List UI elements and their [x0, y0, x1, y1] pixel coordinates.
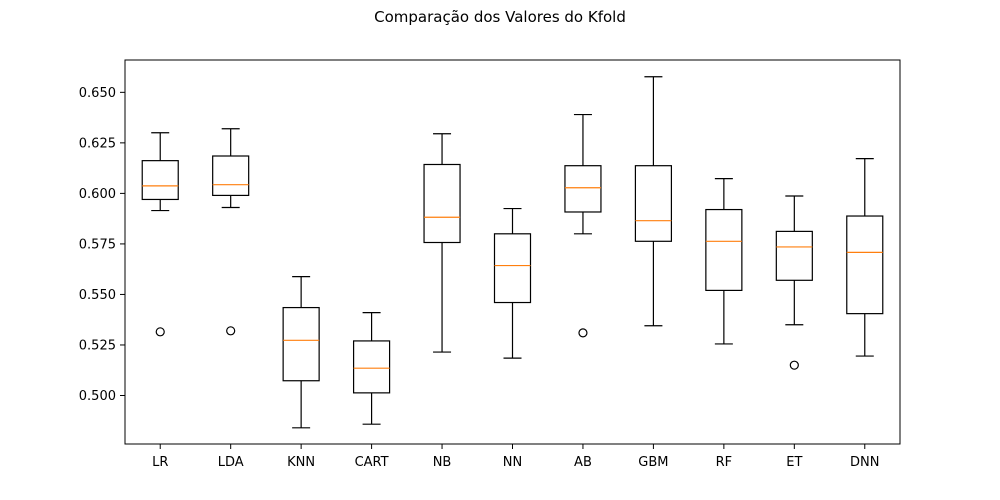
box-lda [212, 155, 250, 197]
box-rf [705, 208, 743, 291]
plot-frame [124, 59, 901, 445]
x-tick-label-et: ET [786, 455, 802, 470]
box-nb [423, 163, 461, 244]
y-tick-label-1: 0.525 [79, 338, 116, 353]
box-group-gbm [634, 76, 673, 327]
box-gbm [634, 165, 673, 242]
axes-layer: LR LDA KNN CART NB NN AB GBM RF ET DNN 0.500 0.525 0.… [79, 59, 901, 470]
outlier-et-0 [789, 360, 799, 370]
x-tick-label-dnn: DNN [850, 455, 879, 470]
box-group-knn [282, 276, 320, 429]
box-group-rf [705, 178, 743, 345]
box-cart [352, 340, 391, 394]
box-group-ab [564, 113, 602, 338]
x-tick-label-cart: CART [355, 455, 389, 470]
x-tick-label-nb: NB [433, 455, 452, 470]
box-lr [141, 160, 179, 201]
y-tick-label-3: 0.575 [79, 237, 116, 252]
x-tick-label-lda: LDA [218, 455, 244, 470]
box-group-nb [423, 133, 461, 353]
box-group-lr [141, 132, 179, 337]
x-tick-label-nn: NN [503, 455, 522, 470]
box-dnn [846, 215, 884, 315]
outlier-lda-0 [226, 326, 236, 336]
x-tick-label-knn: KNN [287, 455, 315, 470]
x-tick-label-lr: LR [152, 455, 168, 470]
box-et [775, 230, 813, 281]
chart-title: Comparação dos Valores do Kfold [374, 8, 626, 26]
y-tick-label-4: 0.600 [79, 187, 116, 202]
x-tick-label-rf: RF [716, 455, 733, 470]
box-group-dnn [846, 158, 884, 357]
y-tick-label-5: 0.625 [79, 136, 116, 151]
box-group-cart [352, 312, 391, 425]
box-nn [493, 233, 532, 304]
outlier-ab-0 [578, 328, 588, 338]
outlier-lr-0 [155, 327, 165, 337]
y-tick-label-2: 0.550 [79, 288, 116, 303]
box-knn [282, 306, 320, 382]
box-group-nn [493, 207, 532, 359]
box-ab [564, 165, 602, 213]
box-group-et [775, 195, 813, 370]
x-tick-label-ab: AB [574, 455, 592, 470]
y-tick-label-6: 0.650 [79, 86, 116, 101]
box-group-lda [212, 128, 250, 336]
y-tick-label-0: 0.500 [79, 389, 116, 404]
x-tick-label-gbm: GBM [638, 455, 668, 470]
boxes-layer [141, 76, 884, 429]
